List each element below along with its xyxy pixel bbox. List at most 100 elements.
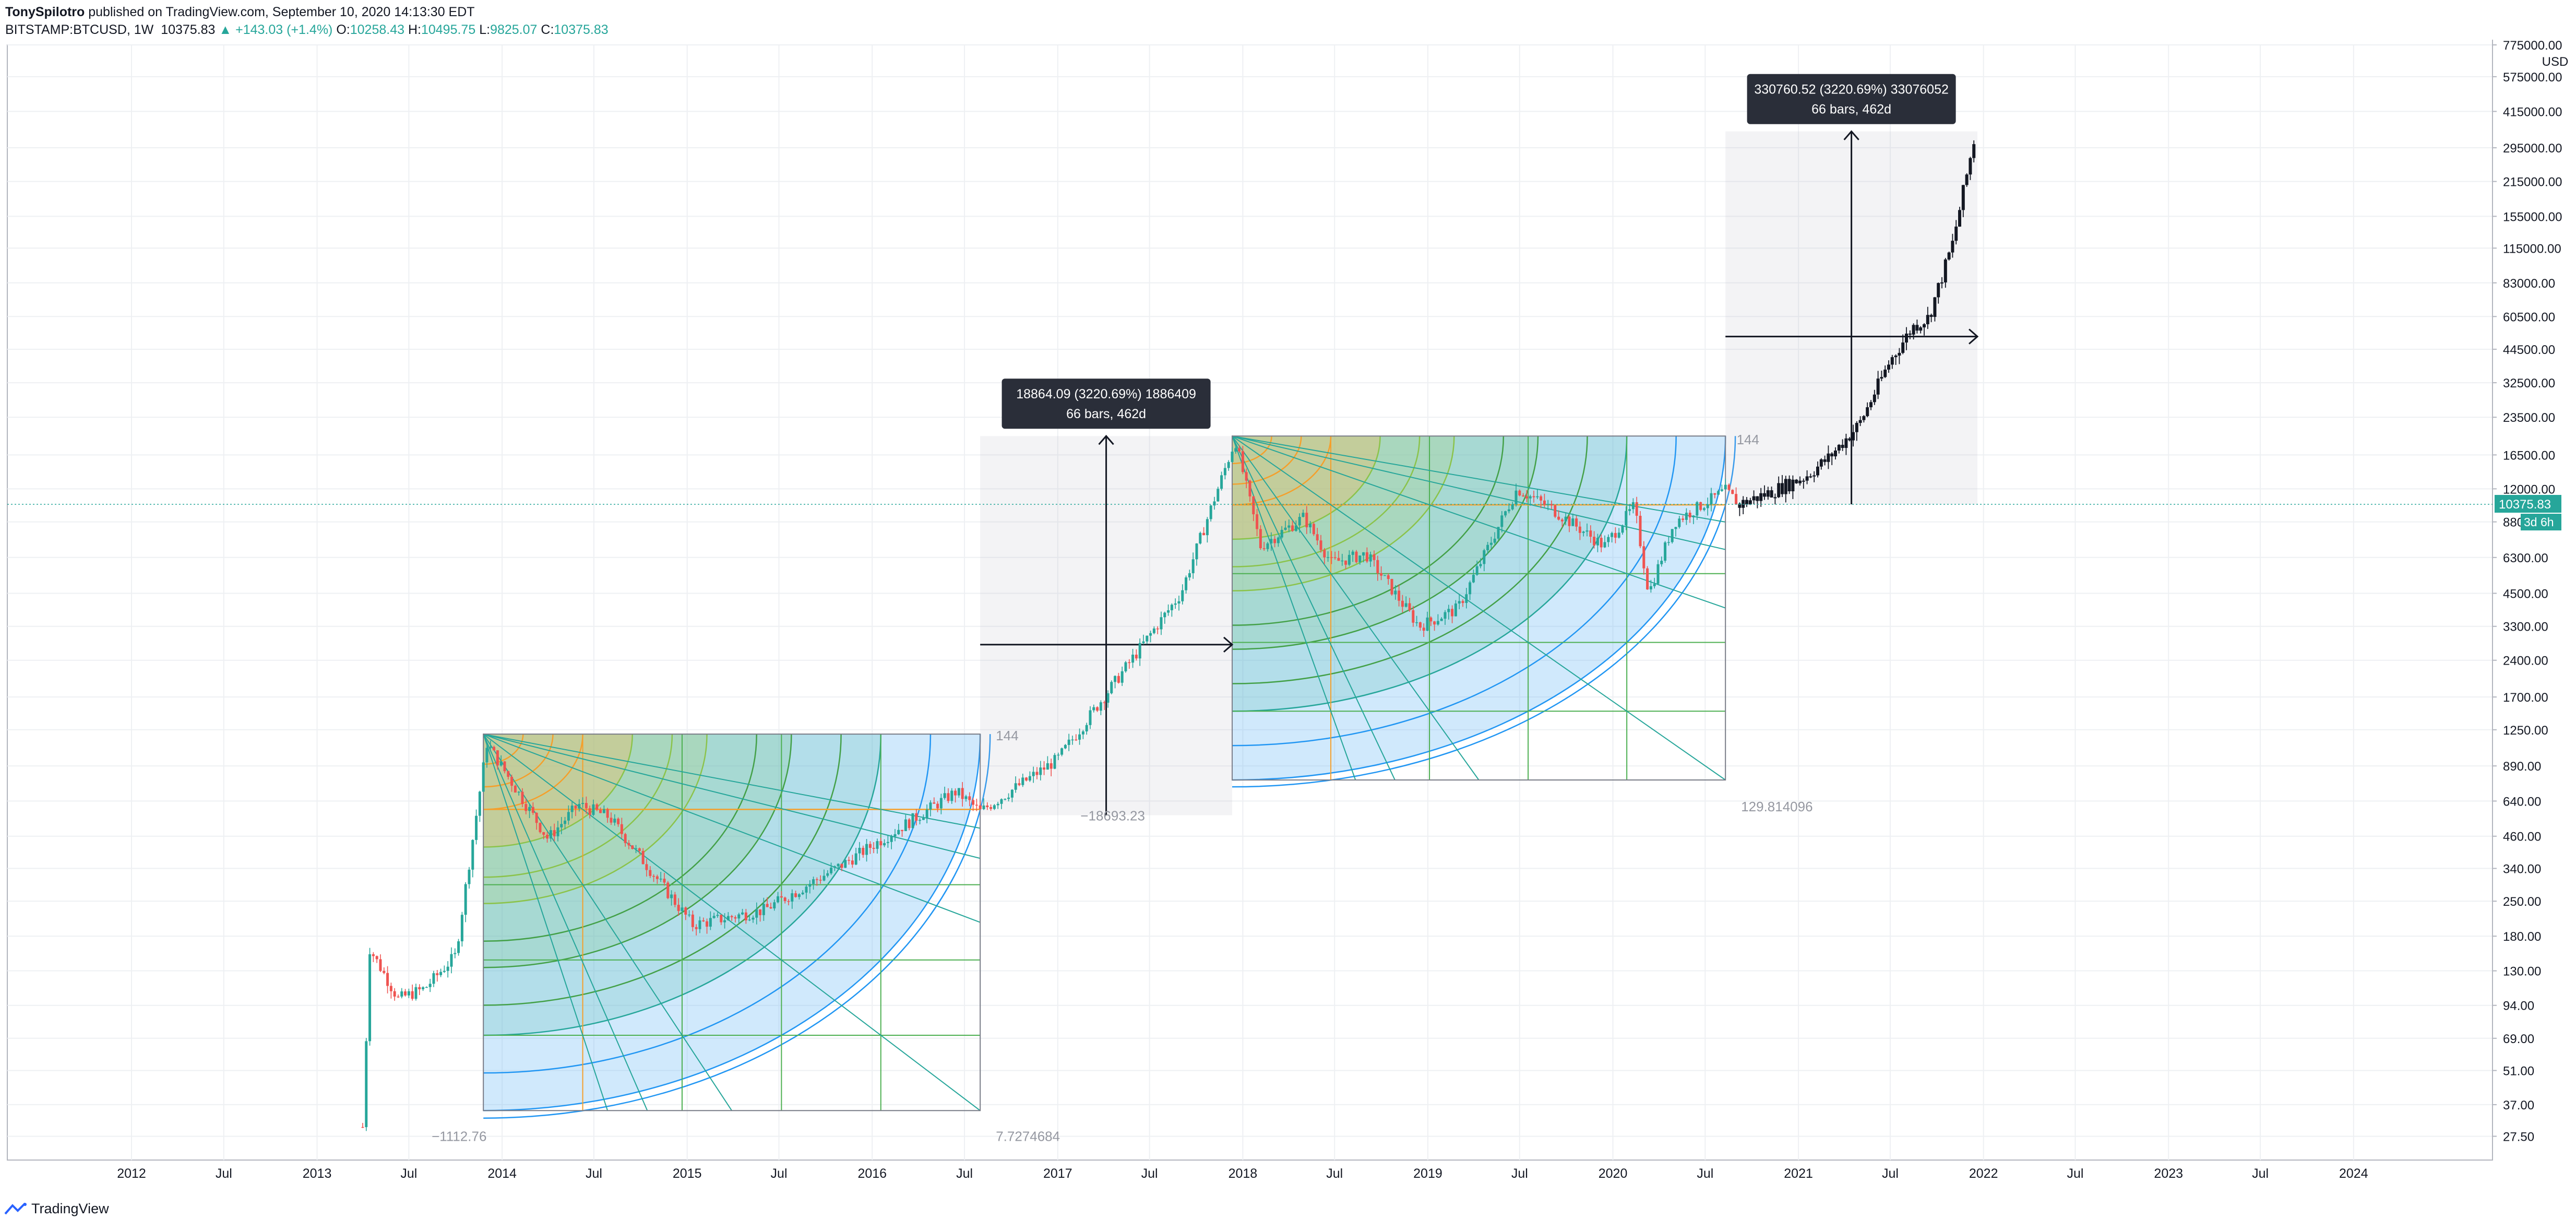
y-tick-label: 180.00 bbox=[2503, 930, 2541, 944]
candle-body bbox=[1287, 525, 1291, 528]
candle-body bbox=[638, 848, 641, 851]
x-tick-label: 2016 bbox=[857, 1166, 887, 1181]
price-range-box-1[interactable]: 18864.09 (3220.69%) 1886409 66 bars, 462d bbox=[980, 379, 1234, 815]
price-range-box-2[interactable]: 330760.52 (3220.69%) 33076052 66 bars, 46… bbox=[1725, 74, 1979, 505]
x-tick-label: Jul bbox=[1511, 1166, 1528, 1181]
candle-body bbox=[432, 973, 435, 984]
candle-body bbox=[755, 909, 758, 918]
candle-body bbox=[1266, 543, 1269, 549]
candle-body bbox=[1152, 628, 1155, 633]
candle-body bbox=[649, 870, 652, 876]
candle-body bbox=[524, 804, 528, 811]
y-tick-label: 155000.00 bbox=[2503, 210, 2562, 224]
gann-fan-line bbox=[1232, 435, 1480, 780]
y-tick-label: 1250.00 bbox=[2503, 724, 2548, 738]
price-chart[interactable]: 18864.09 (3220.69%) 1886409 66 bars, 462d… bbox=[0, 0, 2576, 1201]
gann-fan-drawings[interactable] bbox=[483, 435, 1736, 1119]
candle-body bbox=[1248, 480, 1251, 496]
symbol-name[interactable]: BITSTAMP:BTCUSD, 1W bbox=[5, 22, 154, 37]
candle-body bbox=[844, 860, 847, 868]
candle-body bbox=[546, 834, 549, 839]
candle-body bbox=[425, 987, 428, 988]
candle-body bbox=[1507, 509, 1510, 512]
candle-body bbox=[1167, 610, 1170, 613]
candle-body bbox=[759, 909, 762, 915]
gann-box-1[interactable] bbox=[483, 734, 991, 1119]
x-tick-label: 2019 bbox=[1413, 1166, 1442, 1181]
gann-box-2[interactable] bbox=[1231, 435, 1736, 788]
publish-info: published on TradingView.com, September … bbox=[88, 5, 475, 19]
candle-body bbox=[890, 836, 893, 842]
low-value: 9825.07 bbox=[490, 22, 538, 37]
projection-body bbox=[1929, 315, 1933, 317]
candle-body bbox=[499, 761, 503, 766]
projection-body bbox=[1852, 432, 1855, 441]
y-tick-label: 415000.00 bbox=[2503, 105, 2562, 119]
candle-body bbox=[641, 850, 645, 865]
author-name[interactable]: TonySpilotro bbox=[5, 5, 85, 19]
projection-body bbox=[1752, 496, 1756, 501]
candle-body bbox=[1702, 508, 1706, 510]
candle-body bbox=[1557, 516, 1560, 520]
price-range-drawings[interactable]: 18864.09 (3220.69%) 1886409 66 bars, 462d… bbox=[980, 74, 1979, 815]
candle-body bbox=[1642, 546, 1645, 569]
projection-body bbox=[1763, 493, 1767, 497]
candle-body bbox=[933, 802, 936, 804]
candle-body bbox=[1511, 504, 1514, 510]
candle-body bbox=[879, 841, 882, 846]
candle-body bbox=[393, 991, 396, 997]
candle-body bbox=[1415, 622, 1418, 623]
y-tick-label: 775000.00 bbox=[2503, 39, 2562, 53]
candle-body bbox=[507, 771, 510, 777]
candle-body bbox=[1422, 628, 1425, 631]
candle-body bbox=[1007, 797, 1010, 799]
x-tick-label: 2012 bbox=[117, 1166, 146, 1181]
x-tick-label: Jul bbox=[216, 1166, 232, 1181]
candle-body bbox=[1114, 676, 1117, 682]
candle-body bbox=[1341, 560, 1344, 562]
candle-body bbox=[791, 893, 794, 902]
footer-brand[interactable]: TradingView bbox=[4, 1201, 109, 1217]
candle-body bbox=[744, 912, 747, 920]
candle-body bbox=[943, 793, 946, 798]
candle-body bbox=[1472, 574, 1475, 583]
gann-label-low: −1112.76 bbox=[432, 1128, 486, 1144]
candle-body bbox=[1170, 605, 1173, 610]
candle-body bbox=[954, 790, 957, 796]
candle-body bbox=[1057, 754, 1060, 756]
x-tick-label: 2023 bbox=[2154, 1166, 2183, 1181]
candle-body bbox=[709, 918, 712, 927]
candle-body bbox=[1039, 767, 1042, 775]
candle-body bbox=[1600, 538, 1603, 548]
x-tick-label: Jul bbox=[400, 1166, 417, 1181]
candle-body bbox=[1085, 725, 1088, 731]
projection-body bbox=[1894, 356, 1898, 358]
candle-body bbox=[1245, 472, 1248, 481]
candle-body bbox=[1387, 575, 1390, 579]
candle-body bbox=[471, 839, 474, 870]
candle-body bbox=[1394, 590, 1397, 595]
candle-body bbox=[1252, 496, 1255, 515]
x-tick-label: Jul bbox=[586, 1166, 602, 1181]
candle-body bbox=[1078, 734, 1081, 740]
candle-body bbox=[691, 914, 694, 927]
candle-body bbox=[1447, 609, 1450, 612]
candle-body bbox=[1294, 525, 1297, 531]
candle-body bbox=[684, 907, 687, 915]
candle-body bbox=[961, 788, 964, 799]
candle-body bbox=[1681, 518, 1685, 520]
candle-body bbox=[787, 901, 790, 902]
y-tick-label: 890.00 bbox=[2503, 760, 2541, 774]
candle-body bbox=[1014, 783, 1017, 790]
candle-body bbox=[908, 819, 911, 829]
candle-body bbox=[1071, 739, 1074, 741]
candle-body bbox=[1475, 566, 1478, 575]
candle-body bbox=[1309, 524, 1312, 528]
candle-body bbox=[627, 843, 630, 846]
candle-body bbox=[1025, 777, 1028, 780]
candle-body bbox=[1667, 542, 1670, 543]
candle-body bbox=[464, 884, 467, 915]
candle-body bbox=[670, 894, 673, 898]
candle-body bbox=[578, 803, 581, 809]
candle-body bbox=[1181, 590, 1184, 601]
